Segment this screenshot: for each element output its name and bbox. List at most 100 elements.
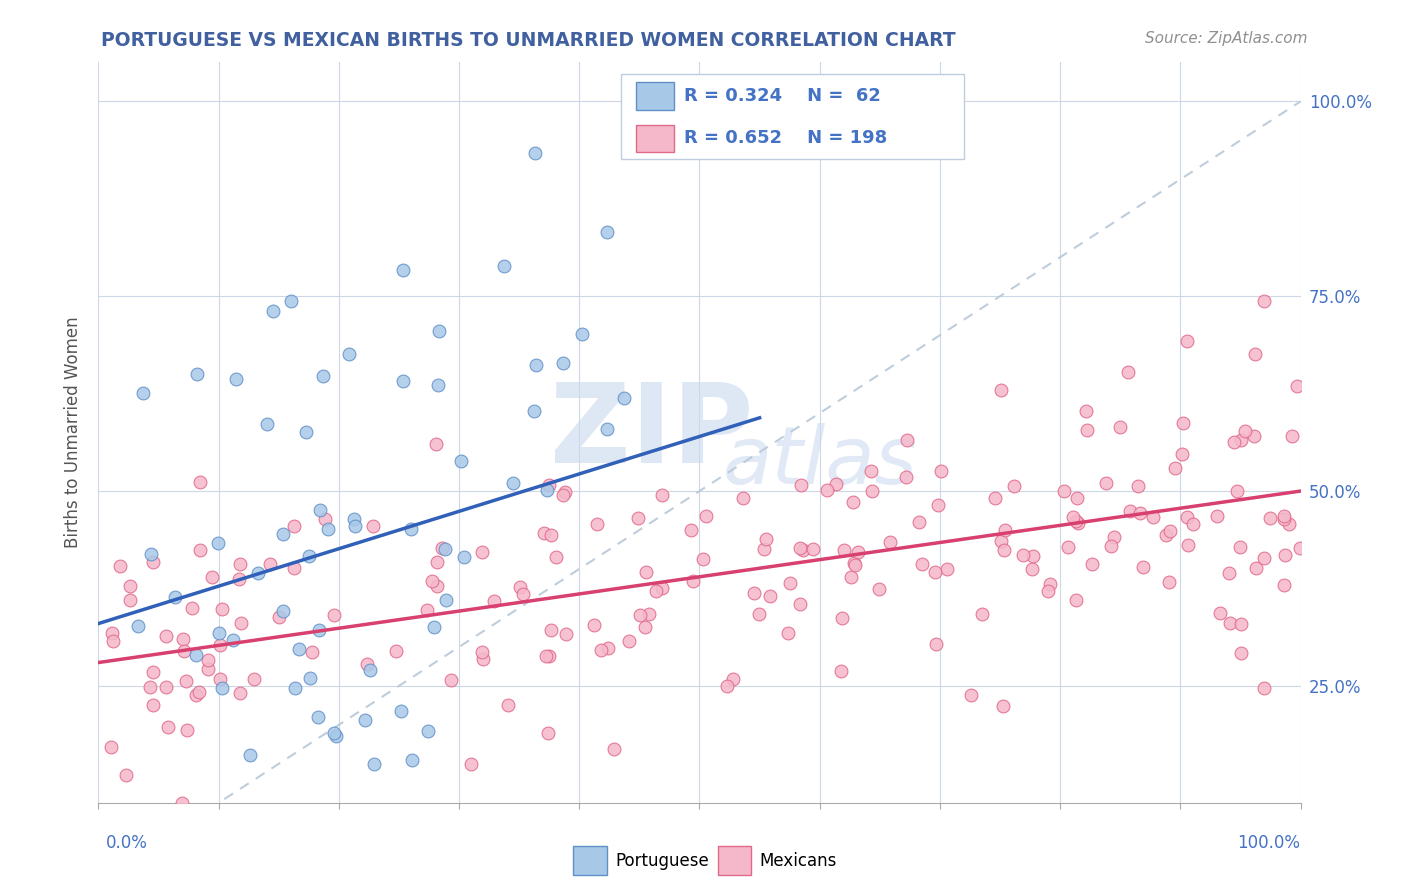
Point [1039,576,1062,591]
Point [1253,681,1275,696]
Point [425,436,447,450]
Point [222,632,245,647]
Point [716,679,738,693]
Point [1095,476,1118,491]
Point [512,587,534,601]
Point [170,796,193,810]
Point [430,541,453,555]
Point [990,533,1012,548]
Point [509,580,531,594]
Point [859,465,882,479]
Point [180,601,202,615]
Point [748,607,770,622]
Point [551,488,574,502]
Point [1219,615,1241,630]
Point [1274,549,1296,563]
Point [142,555,165,569]
Point [471,545,494,559]
Point [186,648,208,663]
Point [679,523,702,537]
Point [1218,566,1240,580]
Point [502,476,524,491]
Point [1154,528,1177,542]
Point [1206,509,1229,524]
Y-axis label: Births to Unmarried Women: Births to Unmarried Women [65,317,83,549]
Point [984,491,1007,505]
Point [343,512,366,526]
Point [731,491,754,505]
Point [896,434,918,448]
Point [537,649,560,664]
Text: R = 0.652    N = 198: R = 0.652 N = 198 [683,129,887,147]
Point [259,557,281,571]
Point [384,644,406,658]
Point [1229,540,1251,554]
Point [156,720,179,734]
Point [1182,516,1205,531]
Point [208,673,231,687]
Point [789,597,811,611]
Point [628,608,651,623]
Text: 100.0%: 100.0% [1237,834,1301,852]
Point [536,483,558,497]
Point [131,386,153,401]
Point [537,725,560,739]
Point [1177,538,1199,552]
Point [401,753,423,767]
Point [830,664,852,678]
Point [1102,530,1125,544]
Point [929,464,952,478]
Point [323,725,346,739]
Point [187,685,209,699]
Point [271,526,294,541]
Point [832,543,855,558]
Point [301,645,323,659]
Point [361,519,384,533]
Point [844,558,866,572]
Point [434,593,457,607]
Point [190,543,212,558]
Point [271,604,294,618]
Point [586,516,609,531]
Point [496,698,519,712]
Point [603,742,626,756]
Point [172,632,194,646]
Point [225,372,247,386]
Point [1246,560,1268,574]
Point [1057,540,1080,554]
Point [651,488,673,502]
FancyBboxPatch shape [717,847,751,875]
Point [308,623,330,637]
Point [127,619,149,633]
Point [472,652,495,666]
Point [1081,558,1104,572]
Point [1208,607,1230,621]
Point [139,547,162,561]
Point [1274,578,1296,592]
Point [460,757,482,772]
Point [1272,512,1295,526]
Point [546,550,568,565]
Point [174,673,197,688]
Point [308,710,330,724]
Point [534,648,557,663]
Point [644,584,666,599]
Text: PORTUGUESE VS MEXICAN BIRTHS TO UNMARRIED WOMEN CORRELATION CHART: PORTUGUESE VS MEXICAN BIRTHS TO UNMARRIE… [101,31,956,50]
Point [927,498,949,512]
Point [651,581,673,595]
Point [1285,378,1308,392]
Point [155,680,177,694]
Point [1099,539,1122,553]
Point [142,665,165,679]
Point [758,589,780,603]
Point [262,303,284,318]
Point [110,558,132,573]
Point [1229,646,1251,660]
Point [1021,549,1043,563]
Point [115,768,138,782]
Point [1258,510,1281,524]
Point [363,757,385,772]
Point [256,417,278,431]
Point [1064,514,1087,528]
Point [221,812,243,826]
